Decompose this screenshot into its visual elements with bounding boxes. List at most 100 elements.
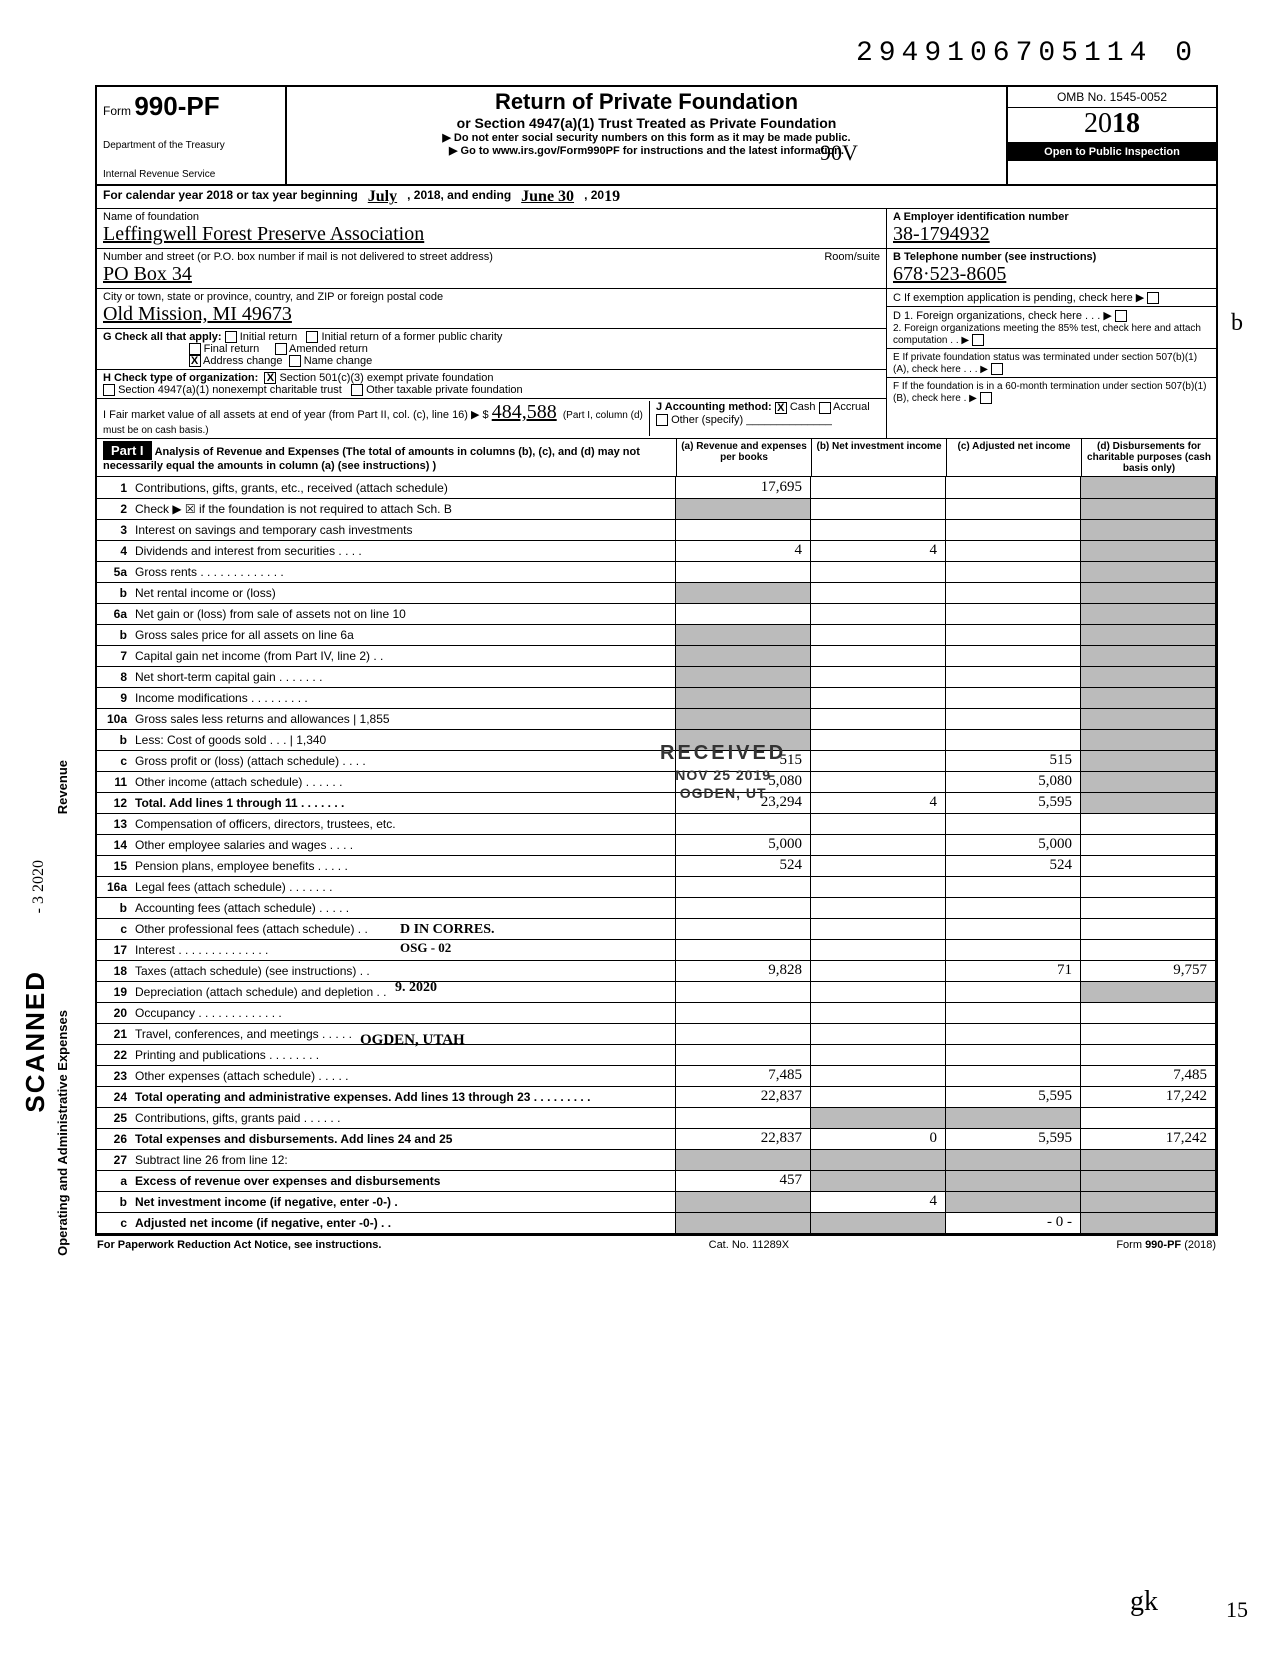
col-b-value[interactable] [811, 855, 946, 876]
col-c-value[interactable]: 71 [946, 960, 1081, 981]
col-b-value[interactable] [811, 666, 946, 687]
accrual-checkbox[interactable] [819, 402, 831, 414]
col-c-value[interactable] [946, 1044, 1081, 1065]
col-c-value[interactable] [946, 498, 1081, 519]
col-a-value[interactable]: 23,294 [676, 792, 811, 813]
col-b-value[interactable] [811, 603, 946, 624]
col-a-value[interactable]: 457 [676, 1170, 811, 1191]
col-b-value[interactable] [811, 960, 946, 981]
col-b-value[interactable] [811, 1002, 946, 1023]
col-c-value[interactable] [946, 918, 1081, 939]
col-a-value[interactable]: 5,000 [676, 834, 811, 855]
col-c-value[interactable] [946, 624, 1081, 645]
col-d-value[interactable] [1081, 834, 1216, 855]
col-a-value[interactable]: 17,695 [676, 477, 811, 498]
initial-former-checkbox[interactable] [306, 331, 318, 343]
col-d-value[interactable]: 17,242 [1081, 1086, 1216, 1107]
507b1a-checkbox[interactable] [991, 363, 1003, 375]
col-b-value[interactable] [811, 1086, 946, 1107]
street-address[interactable]: PO Box 34 [103, 263, 192, 286]
col-b-value[interactable]: 0 [811, 1128, 946, 1149]
col-c-value[interactable] [946, 1023, 1081, 1044]
col-a-value[interactable] [676, 1044, 811, 1065]
col-a-value[interactable]: 22,837 [676, 1086, 811, 1107]
col-b-value[interactable] [811, 708, 946, 729]
col-a-value[interactable] [676, 813, 811, 834]
col-c-value[interactable]: 524 [946, 855, 1081, 876]
col-d-value[interactable] [1081, 897, 1216, 918]
col-b-value[interactable] [811, 519, 946, 540]
col-c-value[interactable] [946, 582, 1081, 603]
col-b-value[interactable] [811, 1044, 946, 1065]
col-b-value[interactable]: 4 [811, 792, 946, 813]
other-method-checkbox[interactable] [656, 414, 668, 426]
col-b-value[interactable] [811, 582, 946, 603]
col-a-value[interactable]: 524 [676, 855, 811, 876]
col-b-value[interactable]: 4 [811, 1191, 946, 1212]
col-a-value[interactable] [676, 1002, 811, 1023]
col-a-value[interactable]: 4 [676, 540, 811, 561]
col-a-value[interactable]: 515 [676, 750, 811, 771]
col-b-value[interactable] [811, 771, 946, 792]
col-c-value[interactable] [946, 603, 1081, 624]
col-c-value[interactable]: 5,595 [946, 1086, 1081, 1107]
col-c-value[interactable] [946, 939, 1081, 960]
col-b-value[interactable] [811, 813, 946, 834]
cash-checkbox[interactable]: X [775, 402, 787, 414]
col-c-value[interactable] [946, 1002, 1081, 1023]
tax-year-begin[interactable]: July [368, 188, 397, 206]
col-c-value[interactable] [946, 897, 1081, 918]
col-c-value[interactable]: 5,000 [946, 834, 1081, 855]
col-c-value[interactable] [946, 876, 1081, 897]
col-a-value[interactable] [676, 939, 811, 960]
col-c-value[interactable]: 5,080 [946, 771, 1081, 792]
col-a-value[interactable] [676, 603, 811, 624]
col-b-value[interactable] [811, 897, 946, 918]
col-b-value[interactable] [811, 750, 946, 771]
col-c-value[interactable]: - 0 - [946, 1212, 1081, 1233]
col-a-value[interactable] [676, 981, 811, 1002]
col-a-value[interactable] [676, 918, 811, 939]
tax-year-end[interactable]: June 30 [521, 188, 574, 206]
ein-value[interactable]: 38-1794932 [893, 223, 990, 246]
4947a1-checkbox[interactable] [103, 384, 115, 396]
col-c-value[interactable] [946, 645, 1081, 666]
col-a-value[interactable] [676, 519, 811, 540]
col-a-value[interactable]: 5,080 [676, 771, 811, 792]
col-d-value[interactable]: 17,242 [1081, 1128, 1216, 1149]
col-b-value[interactable] [811, 876, 946, 897]
col-a-value[interactable]: 7,485 [676, 1065, 811, 1086]
col-b-value[interactable] [811, 918, 946, 939]
address-change-checkbox[interactable]: X [189, 355, 201, 367]
foreign-85-checkbox[interactable] [972, 334, 984, 346]
col-c-value[interactable] [946, 813, 1081, 834]
col-d-value[interactable]: 9,757 [1081, 960, 1216, 981]
col-a-value[interactable] [676, 561, 811, 582]
col-a-value[interactable] [676, 1023, 811, 1044]
col-a-value[interactable]: 22,837 [676, 1128, 811, 1149]
col-d-value[interactable] [1081, 1107, 1216, 1128]
col-c-value[interactable] [946, 477, 1081, 498]
col-a-value[interactable] [676, 1107, 811, 1128]
col-a-value[interactable]: 9,828 [676, 960, 811, 981]
col-b-value[interactable] [811, 561, 946, 582]
col-b-value[interactable] [811, 645, 946, 666]
col-c-value[interactable] [946, 729, 1081, 750]
col-c-value[interactable]: 515 [946, 750, 1081, 771]
city-state-zip[interactable]: Old Mission, MI 49673 [103, 303, 292, 326]
col-b-value[interactable] [811, 729, 946, 750]
exemption-pending-checkbox[interactable] [1147, 292, 1159, 304]
name-change-checkbox[interactable] [289, 355, 301, 367]
col-d-value[interactable] [1081, 1044, 1216, 1065]
col-c-value[interactable] [946, 561, 1081, 582]
col-b-value[interactable] [811, 981, 946, 1002]
col-c-value[interactable] [946, 666, 1081, 687]
other-taxable-checkbox[interactable] [351, 384, 363, 396]
col-d-value[interactable] [1081, 918, 1216, 939]
col-d-value[interactable] [1081, 939, 1216, 960]
col-c-value[interactable] [946, 1065, 1081, 1086]
col-b-value[interactable] [811, 624, 946, 645]
col-c-value[interactable]: 5,595 [946, 1128, 1081, 1149]
col-d-value[interactable] [1081, 1023, 1216, 1044]
tax-year-end-yr[interactable]: 19 [604, 188, 620, 206]
